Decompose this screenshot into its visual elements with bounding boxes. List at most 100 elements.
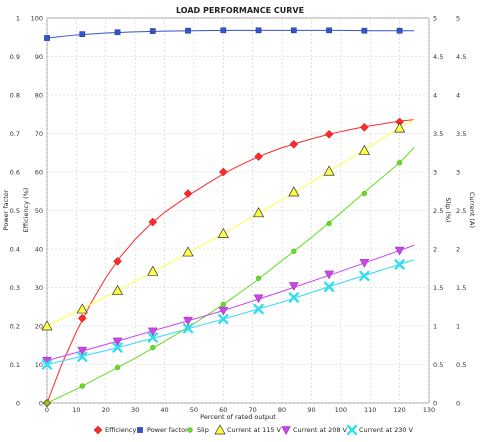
- slip-tick-label: 0.5: [433, 361, 443, 369]
- x-tick-label: 60: [219, 406, 227, 414]
- data-point-current-at-115-v: [394, 122, 406, 133]
- power-factor-tick-label: 1: [16, 15, 20, 23]
- efficiency-tick-label: 40: [35, 246, 43, 254]
- x-tick-label: 30: [131, 406, 139, 414]
- efficiency-tick-label: 70: [35, 130, 43, 138]
- data-point-power-factor: [185, 27, 191, 34]
- legend-label-efficiency: Efficiency: [105, 426, 136, 434]
- slip-tick-label: 2.5: [433, 207, 443, 215]
- data-point-current-at-230-v: [359, 270, 370, 282]
- power-factor-tick-label: 0.7: [10, 130, 20, 138]
- legend-marker-slip: [187, 427, 193, 433]
- data-point-current-at-208-v: [394, 246, 405, 256]
- legend-label-current-at-230-v: Current at 230 V: [359, 426, 414, 434]
- power-factor-tick-label: 0.9: [10, 53, 20, 61]
- power-factor-tick-label: 0: [16, 400, 20, 408]
- current-tick-label: 4: [456, 92, 460, 100]
- data-point-current-at-208-v: [218, 306, 229, 316]
- x-axis-label: Percent of rated output: [200, 413, 276, 421]
- data-point-power-factor: [114, 29, 121, 36]
- data-point-current-at-115-v: [147, 265, 159, 276]
- series-line-efficiency: [46, 119, 415, 404]
- data-point-current-at-230-v: [182, 323, 194, 334]
- current-tick-label: 4.5: [456, 53, 466, 61]
- data-point-efficiency: [360, 122, 369, 132]
- x-tick-label: 80: [278, 406, 286, 414]
- x-tick-label: 90: [307, 406, 315, 414]
- legend-marker-power-factor: [137, 427, 143, 433]
- current-tick-label: 3: [456, 169, 460, 177]
- data-point-current-at-230-v: [77, 351, 88, 362]
- data-point-slip: [326, 220, 332, 227]
- slip-tick-label: 0: [433, 400, 437, 408]
- data-point-current-at-230-v: [323, 281, 335, 292]
- current-tick-label: 5: [456, 15, 460, 23]
- power-factor-tick-label: 0.8: [10, 92, 20, 100]
- power-factor-tick-label: 0.6: [10, 169, 20, 177]
- efficiency-tick-label: 0: [39, 400, 43, 408]
- data-point-current-at-208-v: [324, 270, 335, 280]
- legend: Efficiency Power factor Slip Current at 115…: [93, 424, 414, 436]
- chart-title: LOAD PERFORMANCE CURVE: [176, 6, 304, 15]
- series-power-factor: [44, 27, 415, 41]
- legend-label-power-factor: Power factor: [147, 426, 188, 434]
- data-point-power-factor: [44, 35, 50, 41]
- data-point-efficiency: [183, 189, 193, 198]
- efficiency-tick-label: 100: [31, 15, 43, 23]
- data-point-slip: [291, 248, 297, 254]
- data-point-power-factor: [220, 27, 227, 34]
- data-point-current-at-230-v: [288, 292, 300, 303]
- legend-marker-current-at-115-v: [214, 424, 226, 435]
- data-point-current-at-208-v: [253, 294, 264, 304]
- legend-label-slip: Slip: [197, 426, 209, 434]
- data-point-current-at-230-v: [112, 342, 123, 353]
- data-point-slip: [44, 400, 50, 406]
- legend-marker-current-at-230-v: [346, 424, 358, 436]
- x-tick-label: 110: [364, 406, 376, 414]
- power-factor-tick-label: 0.5: [10, 207, 20, 215]
- current-tick-label: 2.5: [456, 207, 466, 215]
- data-point-power-factor: [396, 27, 403, 34]
- data-point-current-at-115-v: [217, 227, 229, 238]
- current-tick-label: 2: [456, 246, 460, 254]
- data-point-efficiency: [113, 256, 122, 266]
- data-point-power-factor: [149, 28, 156, 34]
- right-axis-label-current: Current (A): [468, 192, 476, 228]
- efficiency-tick-label: 90: [35, 53, 43, 61]
- slip-tick-label: 5: [433, 15, 437, 23]
- data-point-power-factor: [290, 27, 297, 34]
- slip-tick-label: 2: [433, 246, 437, 254]
- data-point-current-at-115-v: [111, 284, 124, 295]
- grid: [46, 17, 430, 404]
- slip-tick-label: 3.5: [433, 130, 443, 138]
- slip-tick-label: 1: [433, 323, 437, 331]
- current-tick-label: 1.5: [456, 284, 466, 292]
- x-tick-label: 0: [45, 406, 49, 414]
- data-point-slip: [114, 364, 121, 371]
- slip-tick-label: 4: [433, 92, 437, 100]
- left-axis-label-efficiency: Efficiency (%): [22, 188, 30, 233]
- data-point-current-at-115-v: [288, 186, 300, 197]
- data-point-efficiency: [218, 167, 228, 177]
- x-tick-label: 130: [423, 406, 435, 414]
- data-point-efficiency: [77, 313, 87, 323]
- series-current-at-115-v: [41, 119, 415, 331]
- data-point-current-at-115-v: [41, 320, 53, 331]
- x-tick-label: 50: [190, 406, 198, 414]
- data-point-slip: [396, 160, 403, 166]
- legend-marker-efficiency: [93, 425, 103, 435]
- data-point-efficiency: [148, 217, 158, 227]
- power-factor-tick-label: 0.1: [10, 361, 20, 369]
- efficiency-tick-label: 30: [35, 284, 43, 292]
- plot-area: [46, 17, 430, 404]
- data-point-current-at-208-v: [288, 282, 299, 291]
- efficiency-tick-label: 20: [35, 323, 43, 331]
- efficiency-tick-label: 60: [35, 169, 43, 177]
- power-factor-tick-label: 0.2: [10, 323, 20, 331]
- series-current-at-208-v: [42, 244, 415, 366]
- x-tick-label: 70: [249, 406, 257, 414]
- data-point-current-at-230-v: [41, 359, 53, 370]
- data-point-efficiency: [324, 129, 334, 139]
- legend-label-current-at-115-v: Current at 115 V: [227, 426, 282, 434]
